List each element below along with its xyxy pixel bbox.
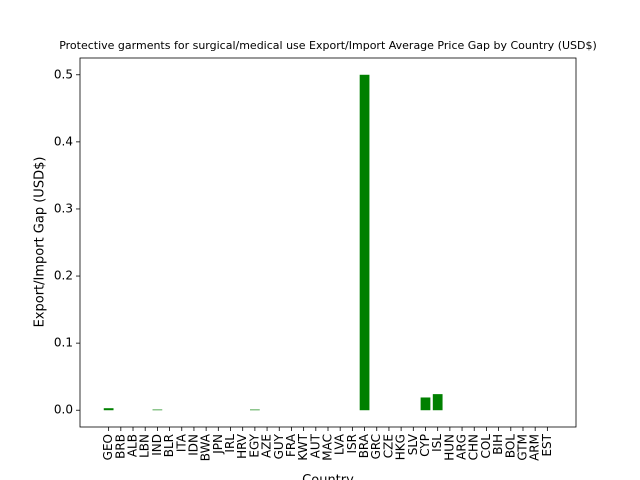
- x-tick-label: CZE: [381, 434, 395, 458]
- x-tick-label: HUN: [442, 434, 456, 461]
- x-tick-label: JPN: [211, 434, 225, 455]
- y-tick-label: 0.4: [54, 134, 73, 148]
- x-tick-label: LVA: [333, 433, 347, 455]
- x-tick-label: SLV: [406, 433, 420, 455]
- x-tick-label: ALB: [126, 434, 140, 457]
- bar: [103, 408, 114, 411]
- x-tick-label: EST: [540, 433, 554, 456]
- y-axis-label: Export/Import Gap (USD$): [33, 157, 48, 328]
- x-tick-label: EGY: [247, 433, 261, 457]
- x-tick-label: ISR: [345, 434, 359, 454]
- x-axis-label: Country: [302, 473, 354, 480]
- x-tick-label: BRB: [113, 434, 127, 459]
- x-tick-label: ARG: [455, 434, 469, 460]
- x-tick-label: GEO: [101, 434, 115, 460]
- x-tick-label: GRC: [369, 434, 383, 459]
- bar: [432, 394, 443, 411]
- bar: [420, 397, 431, 411]
- x-tick-label: AUT: [308, 433, 322, 458]
- x-tick-label: FRA: [284, 433, 298, 457]
- x-tick-label: MAC: [321, 434, 335, 461]
- y-tick-label: 0.3: [54, 201, 73, 215]
- x-tick-label: BWA: [199, 433, 213, 461]
- y-tick-label: 0.5: [54, 67, 73, 81]
- x-tick-label: LBN: [138, 434, 152, 458]
- x-tick-label: ARM: [528, 434, 542, 461]
- x-tick-label: CHN: [467, 434, 481, 460]
- y-tick-label: 0.0: [54, 403, 73, 417]
- x-tick-label: GTM: [515, 434, 529, 461]
- bar: [359, 74, 370, 411]
- x-tick-label: BLR: [162, 434, 176, 457]
- x-tick-label: BOL: [503, 434, 517, 458]
- x-tick-label: BRA: [357, 433, 371, 458]
- x-tick-label: ITA: [174, 433, 188, 452]
- x-tick-label: IND: [150, 434, 164, 456]
- x-tick-label: IRL: [223, 434, 237, 453]
- plot-frame: [79, 57, 577, 428]
- x-tick-label: KWT: [296, 433, 310, 460]
- x-tick-label: CYP: [418, 434, 432, 457]
- x-tick-label: COL: [479, 434, 493, 459]
- x-tick-label: AZE: [260, 434, 274, 458]
- x-tick-label: ISL: [430, 434, 444, 452]
- x-tick-label: GUY: [272, 433, 286, 459]
- y-tick-label: 0.1: [54, 336, 73, 350]
- bar: [152, 409, 163, 411]
- bar: [250, 409, 260, 411]
- x-tick-label: BIH: [491, 434, 505, 455]
- x-tick-label: HKG: [394, 434, 408, 460]
- x-tick-label: IDN: [186, 434, 200, 456]
- chart-title: Protective garments for surgical/medical…: [59, 39, 597, 52]
- y-tick-label: 0.2: [54, 269, 73, 283]
- x-tick-label: HRV: [235, 433, 249, 459]
